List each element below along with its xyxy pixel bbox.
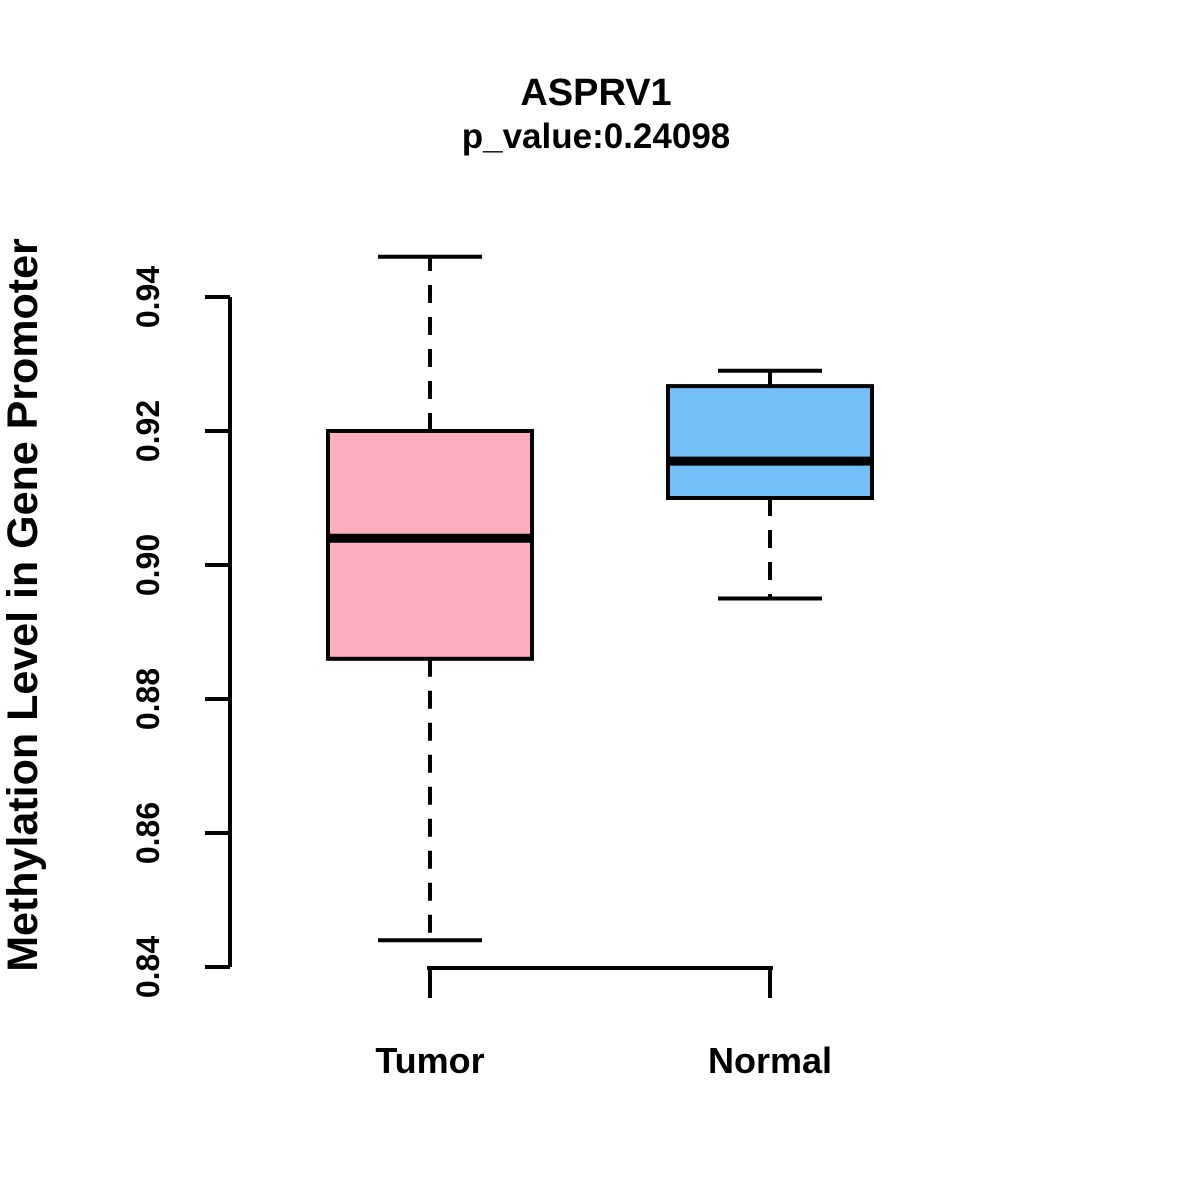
y-tick-label: 0.84 [130,936,166,998]
y-axis-title: Methylation Level in Gene Promoter [0,238,47,972]
y-tick-label: 0.88 [130,668,166,730]
x-tick-label-tumor: Tumor [375,1040,484,1081]
y-tick-label: 0.90 [130,534,166,596]
x-tick-label-normal: Normal [708,1040,832,1081]
iqr-box-normal [666,384,874,500]
y-tick-label: 0.94 [130,266,166,328]
plot-shapes: 0.84 0.86 0.88 0.90 0.92 0.94 [130,254,874,998]
y-tick-label: 0.86 [130,802,166,864]
y-tick-label: 0.92 [130,400,166,462]
chart-subtitle: p_value:0.24098 [462,117,731,156]
chart-title: ASPRV1 [520,72,671,114]
iqr-box-tumor [326,429,534,661]
